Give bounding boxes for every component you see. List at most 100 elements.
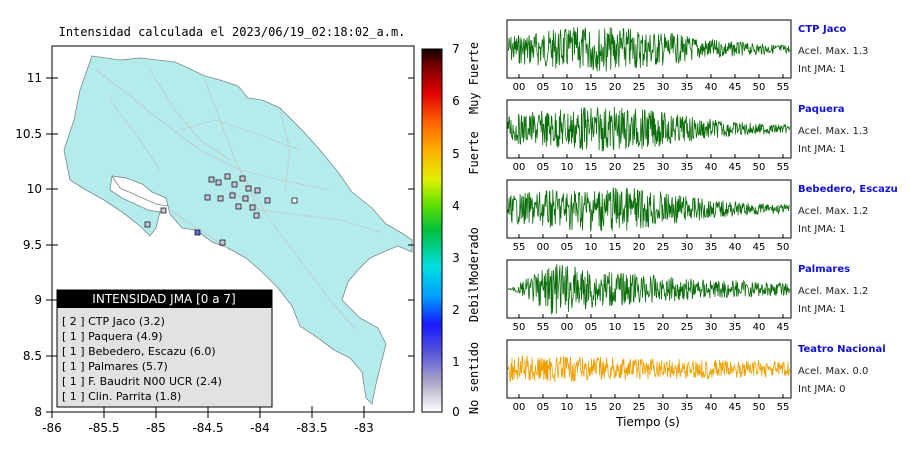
x-tick-label: -84 [250,421,270,435]
colorbar-tick: 7 [452,42,460,56]
seismogram-tick-label: 10 [561,162,574,173]
x-tick-label: -83 [354,421,374,435]
y-tick-label: 9.5 [23,238,42,252]
station-accel: Acel. Max. 1.2 [798,206,868,217]
legend-row: [ 1 ] Bebedero, Escazu (6.0) [62,345,216,358]
seismogram-tick-label: 55 [777,402,790,413]
y-tick-label: 9 [34,293,42,307]
seismogram-tick-label: 25 [681,322,694,333]
seismogram-tick-label: 35 [705,242,718,253]
station-markers [144,173,298,246]
x-tick-label: -83.5 [296,421,327,435]
map-title: Intensidad calculada el 2023/06/19_02:18… [59,25,406,39]
colorbar-tick: 4 [452,199,460,213]
seismogram-tick-label: 40 [705,402,718,413]
seismogram-tick-label: 50 [753,162,766,173]
colorbar-tick: 6 [452,94,460,108]
colorbar-label: Muy Fuerte [467,42,481,114]
seismogram-tick-label: 15 [585,82,598,93]
y-tick-label: 10 [27,182,42,196]
legend-title: INTENSIDAD JMA [0 a 7] [92,292,235,306]
seismogram-tick-label: 35 [729,322,742,333]
seismogram-tick-label: 50 [777,242,790,253]
seismogram-tick-label: 50 [513,322,526,333]
seismogram-tick-label: 00 [561,322,574,333]
seismogram-tick-label: 35 [681,162,694,173]
seismogram-tick-label: 00 [537,242,550,253]
map-y-ticklabels: 11 10.5 10 9.5 9 8.5 8 [15,71,42,419]
legend-row: [ 1 ] F. Baudrit N00 UCR (2.4) [62,375,222,388]
colorbar-tick: 1 [452,355,460,369]
seismogram-tick-label: 35 [681,82,694,93]
seismogram-tick-label: 55 [513,242,526,253]
seismogram-tick-label: 30 [657,82,670,93]
x-tick-label: -86 [42,421,62,435]
seismogram-trace [507,264,790,315]
seismogram-tick-label: 15 [585,162,598,173]
legend: INTENSIDAD JMA [0 a 7] [ 2 ] CTP Jaco (3… [56,289,273,408]
seismogram-tick-label: 45 [777,322,790,333]
seismogram-tick-label: 30 [681,242,694,253]
seismogram-tick-label: 00 [513,162,526,173]
colorbar-tick: 5 [452,147,460,161]
seismogram-tick-label: 10 [561,82,574,93]
seismogram-tick-label: 55 [777,162,790,173]
seismogram-panels: 00 05 10 15 20 25 30 35 40 45 50 55 CTP Jaco Acel. Ma… [506,19,898,413]
station-name: Bebedero, Escazu [798,184,898,195]
gulf [111,175,169,207]
colorbar-label: Debil [467,286,481,322]
legend-row: [ 1 ] Palmares (5.7) [62,360,168,373]
seismogram-tick-label: 55 [777,82,790,93]
seismogram-tick-label: 20 [609,162,622,173]
station-name: Paquera [798,104,845,115]
legend-row: [ 2 ] CTP Jaco (3.2) [62,315,165,328]
seismogram-tick-label: 30 [657,402,670,413]
colorbar-tick: 0 [452,405,460,419]
y-tick-label: 8.5 [23,349,42,363]
seismogram-tick-label: 20 [609,82,622,93]
seismogram-tick-label: 35 [681,402,694,413]
seismogram-tick-label: 40 [753,322,766,333]
seismogram-tick-label: 20 [633,242,646,253]
seismogram-tick-label: 55 [537,322,550,333]
y-tick-label: 8 [34,405,42,419]
seismogram-tick-label: 00 [513,82,526,93]
x-tick-label: -84.5 [192,421,223,435]
legend-header [57,290,272,308]
colorbar: 7 6 5 4 3 2 1 0 Muy Fuerte Fuerte Modera… [421,42,481,419]
seismogram-tick-label: 30 [657,162,670,173]
seismogram-trace [507,106,790,152]
station-jma: Int JMA: 0 [798,384,846,395]
x-axis-label: Tiempo (s) [615,415,680,429]
seismogram-tick-label: 30 [705,322,718,333]
seismogram-tick-label: 10 [561,402,574,413]
colorbar-label: Fuerte [467,131,481,174]
seismogram-tick-label: 20 [609,402,622,413]
colorbar-fill [421,48,443,413]
map-plot: -86 -85.5 -85 -84.5 -84 -83.5 -83 11 10.… [15,45,415,435]
seismogram-tick-label: 50 [753,82,766,93]
seismogram-tick-label: 25 [633,162,646,173]
colorbar-tick: 3 [452,251,460,265]
seismogram-tick-label: 00 [513,402,526,413]
station-name: CTP Jaco [798,24,846,35]
seismogram-tick-label: 05 [561,242,574,253]
map-x-ticklabels: -86 -85.5 -85 -84.5 -84 -83.5 -83 [42,421,374,435]
seismogram-tick-label: 40 [705,162,718,173]
seismogram-tick-label: 15 [633,322,646,333]
y-tick-label: 11 [27,71,42,85]
seismogram-tick-label: 10 [609,322,622,333]
seismogram-tick-label: 45 [729,82,742,93]
seismogram-tick-label: 05 [537,162,550,173]
station-jma: Int JMA: 1 [798,224,846,235]
seismogram-tick-label: 20 [657,322,670,333]
seismogram-trace [507,27,790,72]
colorbar-label: Moderado [467,227,481,285]
seismogram-trace [507,187,790,232]
station-accel: Acel. Max. 1.2 [798,286,868,297]
station-name: Palmares [798,264,850,275]
roads [95,69,381,331]
station-name: Teatro Nacional [798,344,886,355]
colorbar-tick: 2 [452,303,460,317]
